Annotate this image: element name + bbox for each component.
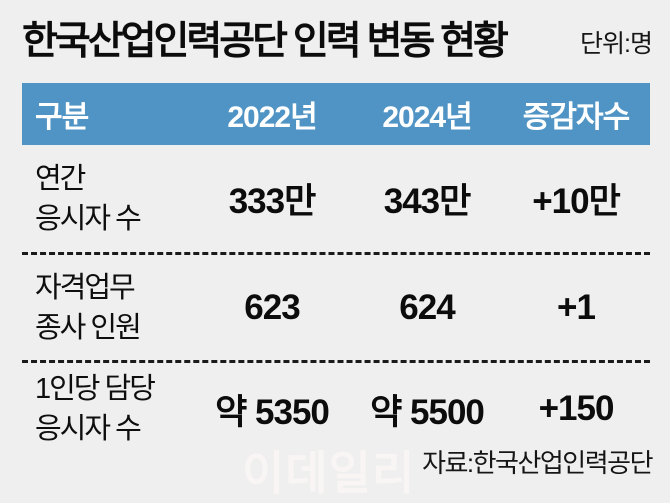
row-label-line1: 연간: [35, 162, 86, 195]
cell-2022-value: 623: [244, 287, 300, 327]
cell-2022-value: 333만: [228, 182, 317, 221]
row-label: 연간 응시자 수: [22, 159, 192, 239]
page-title: 한국산업인력공단 인력 변동 현황: [22, 20, 509, 63]
row-label-line2: 종사 인원: [35, 311, 142, 344]
header-cell-category: 구분: [35, 101, 89, 134]
table-row-applicants-per-person: 1인당 담당 응시자 수 약 5350 약 5500 +150: [22, 363, 650, 455]
header-cell-2024: 2024년: [382, 101, 472, 134]
cell-2024-value: 약 5500: [370, 392, 485, 432]
title-row: 한국산업인력공단 인력 변동 현황 단위:명: [22, 20, 653, 63]
cell-change-value: +10만: [532, 182, 621, 221]
table-header-row: 구분 2022년 2024년 증감자수: [22, 83, 650, 145]
row-label-line1: 1인당 담당: [35, 373, 156, 405]
table-row-certification-staff: 자격업무 종사 인원 623 624 +1: [22, 255, 650, 363]
row-label: 1인당 담당 응시자 수: [22, 369, 192, 449]
row-label-line1: 자격업무: [35, 271, 136, 304]
cell-2024-value: 624: [399, 287, 455, 327]
cell-2024-value: 343만: [383, 182, 472, 221]
row-label: 자격업무 종사 인원: [22, 268, 192, 348]
unit-label: 단위:명: [580, 29, 653, 58]
table-row-annual-applicants: 연간 응시자 수 333만 343만 +10만: [22, 145, 650, 255]
cell-2022-value: 약 5350: [215, 392, 330, 432]
row-label-line2: 응시자 수: [35, 413, 142, 445]
header-cell-change: 증감자수: [522, 101, 630, 134]
row-label-line2: 응시자 수: [35, 202, 142, 235]
header-cell-2022: 2022년: [227, 101, 317, 134]
edaily-watermark: 이데일리: [242, 447, 416, 499]
cell-change-value: +1: [557, 287, 596, 327]
source-label: 자료:한국산업인력공단: [422, 448, 653, 478]
cell-change-value: +150: [538, 389, 615, 428]
data-table: 구분 2022년 2024년 증감자수 연간 응시자 수 333만 343만 +…: [22, 83, 650, 455]
